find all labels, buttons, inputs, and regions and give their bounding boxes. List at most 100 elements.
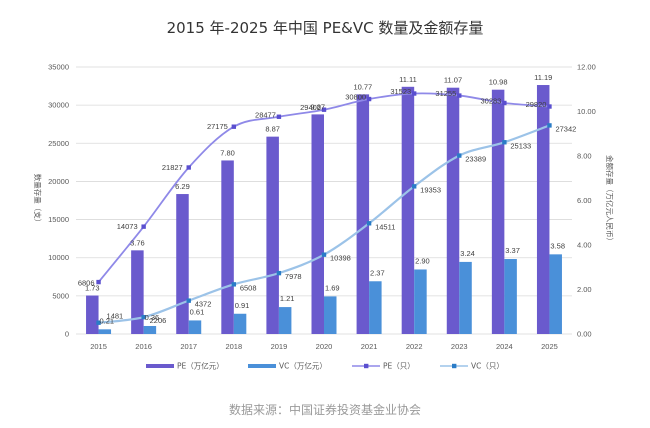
data-label-vc-count: 2206 [150, 316, 167, 325]
left-axis-ticks: 0 5000 10000 15000 20000 25000 30000 35000 [48, 63, 69, 339]
left-axis-title: 数量存量（支） [33, 174, 43, 227]
data-label-vc-count: 19353 [420, 185, 441, 194]
right-tick-label: 0.00 [577, 330, 592, 339]
marker-vc-count [276, 270, 282, 276]
data-label-pe-count: 29820 [526, 100, 547, 109]
right-tick-label: 12.00 [577, 63, 596, 72]
data-label-pe-bar: 11.19 [534, 73, 552, 82]
marker-pe-count [547, 104, 552, 109]
data-label-vc-bar: 0.61 [190, 307, 205, 316]
bar-pe [536, 85, 550, 335]
data-label-pe-bar: 11.07 [444, 76, 462, 85]
right-tick-label: 4.00 [577, 241, 592, 250]
bar-pe [131, 250, 144, 334]
data-label-pe-bar: 10.77 [353, 82, 372, 91]
data-label-pe-count: 31255 [435, 89, 456, 98]
right-axis-ticks: 0.00 2.00 4.00 6.00 8.00 10.00 12.00 [577, 63, 596, 339]
marker-pe-count [231, 124, 237, 129]
left-tick-label: 35000 [48, 63, 69, 72]
data-label-pe-count: 31523 [390, 87, 411, 96]
data-label-vc-count: 4372 [195, 300, 212, 309]
data-label-vc-bar: 2.90 [415, 256, 430, 265]
left-tick-label: 25000 [48, 139, 69, 148]
legend-label: VC（万亿元） [279, 361, 327, 371]
bar-vc [278, 307, 292, 334]
marker-vc-count [411, 184, 417, 189]
data-label-pe-bar: 11.11 [399, 75, 417, 84]
data-label-pe-bar: 6.29 [175, 182, 190, 191]
left-tick-label: 20000 [48, 177, 69, 186]
legend-label: VC（只） [471, 362, 504, 371]
left-tick-label: 5000 [52, 291, 69, 300]
bar-pe [86, 295, 99, 334]
data-label-pe-count: 30283 [481, 96, 502, 105]
x-tick-label: 2023 [451, 342, 468, 351]
source-note: 数据来源：中国证券投资基金业协会 [229, 402, 421, 417]
marker-vc-count [457, 153, 462, 158]
data-label-vc-bar: 0.36 [145, 313, 160, 322]
data-label-pe-bar: 8.87 [265, 125, 280, 134]
right-tick-label: 2.00 [577, 285, 592, 294]
x-tick-label: 2018 [225, 342, 242, 351]
marker-pe-count [457, 93, 462, 98]
data-label-pe-bar: 3.76 [130, 238, 145, 247]
bar-pe [266, 136, 279, 334]
left-tick-label: 10000 [48, 253, 69, 262]
bar-vc [98, 329, 112, 334]
legend-swatch-marker [452, 363, 457, 369]
marker-pe-count [366, 96, 372, 102]
bar-pe [491, 89, 505, 334]
right-tick-label: 8.00 [577, 152, 592, 161]
data-label-vc-bar: 1.21 [280, 294, 295, 303]
lines [96, 91, 552, 325]
data-label-vc-bar: 0.21 [99, 316, 114, 325]
data-label-vc-bar: 3.37 [505, 246, 520, 255]
bar-vc [459, 261, 472, 334]
x-axis-ticks: 2015 2016 2017 2018 2019 2020 2021 2022 2023 2024… [90, 342, 558, 351]
bar-vc [504, 259, 517, 334]
x-tick-label: 2021 [361, 342, 378, 351]
marker-vc-count [96, 320, 101, 325]
marker-vc-count [186, 298, 191, 303]
chart-title: 2015 年-2025 年中国 PE&VC 数量及金额存量 [167, 19, 484, 37]
marker-pe-count [502, 100, 507, 106]
data-label-vc-count: 25133 [510, 141, 531, 150]
data-label-vc-count: 1481 [107, 312, 124, 321]
data-label-pe-count: 21827 [162, 163, 183, 172]
marker-vc-count [366, 221, 372, 226]
data-label-pe-bar: 9.87 [310, 102, 325, 111]
marker-pe-count [276, 114, 282, 119]
x-tick-label: 2017 [180, 342, 197, 351]
right-tick-label: 6.00 [577, 196, 592, 205]
right-tick-label: 10.00 [577, 107, 596, 116]
x-tick-label: 2020 [316, 342, 333, 351]
bar-pe [311, 114, 324, 334]
x-tick-label: 2015 [90, 342, 107, 351]
data-label-pe-count: 30800 [345, 93, 366, 102]
data-label-vc-count: 10398 [330, 254, 351, 263]
right-axis-title: 金额存量（万亿元人民币） [605, 155, 615, 245]
data-label-vc-count: 23389 [465, 155, 486, 164]
left-tick-label: 30000 [48, 101, 69, 110]
x-tick-label: 2019 [271, 342, 288, 351]
legend-label: PE（万亿元） [177, 361, 224, 371]
bar-vc [414, 269, 427, 334]
legend-label: PE（只） [383, 362, 415, 371]
data-label-pe-count: 28477 [255, 110, 276, 119]
bar-vc [549, 254, 562, 334]
data-label-vc-bar: 3.24 [460, 249, 475, 258]
data-label-vc-count: 7978 [285, 272, 302, 281]
legend-swatch-marker [364, 363, 369, 369]
marker-vc-count [321, 252, 327, 257]
data-label-vc-bar: 0.91 [235, 301, 250, 310]
bars [86, 85, 562, 335]
legend-swatch-bar [248, 364, 276, 368]
marker-vc-count [231, 282, 237, 287]
marker-vc-count [502, 140, 507, 145]
bar-vc [188, 320, 202, 334]
x-tick-label: 2025 [541, 342, 558, 351]
marker-pe-count [96, 279, 101, 285]
data-label-pe-count: 6806 [78, 279, 95, 288]
marker-pe-count [141, 224, 146, 229]
data-label-pe-bar: 7.80 [220, 148, 235, 157]
